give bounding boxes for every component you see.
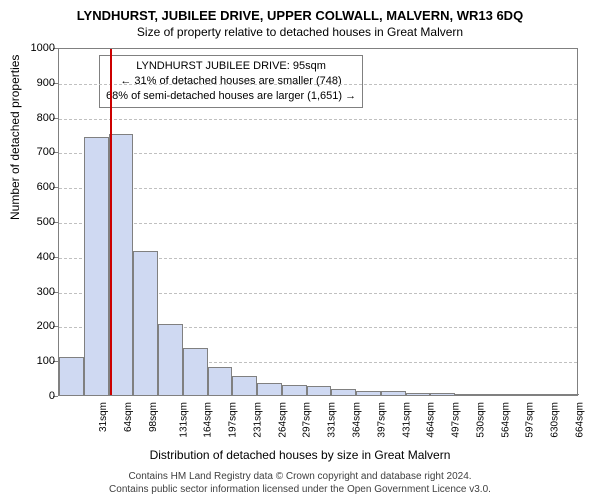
histogram-bar — [505, 394, 530, 395]
x-tick-label: 497sqm — [451, 402, 462, 438]
y-tick-label: 600 — [37, 181, 55, 193]
histogram-bar — [381, 391, 406, 395]
y-axis-label: Number of detached properties — [8, 55, 22, 220]
attribution: Contains HM Land Registry data © Crown c… — [0, 470, 600, 496]
gridline — [59, 188, 577, 189]
x-tick-label: 397sqm — [376, 402, 387, 438]
annotation-box: LYNDHURST JUBILEE DRIVE: 95sqm ← 31% of … — [99, 55, 363, 108]
histogram-bar — [84, 137, 109, 395]
reference-line — [110, 49, 112, 395]
histogram-bar — [480, 394, 505, 395]
annotation-line: ← 31% of detached houses are smaller (74… — [106, 74, 356, 89]
histogram-bar — [307, 386, 332, 395]
y-tick-label: 0 — [49, 390, 55, 402]
x-axis-label: Distribution of detached houses by size … — [0, 448, 600, 462]
plot-area: LYNDHURST JUBILEE DRIVE: 95sqm ← 31% of … — [58, 48, 578, 396]
y-tick-label: 300 — [37, 286, 55, 298]
attribution-line: Contains public sector information licen… — [0, 483, 600, 496]
x-tick-label: 530sqm — [475, 402, 486, 438]
histogram-bar — [331, 389, 356, 395]
histogram-bar — [554, 394, 579, 395]
histogram-bar — [455, 394, 480, 395]
y-tick-label: 700 — [37, 146, 55, 158]
page-subtitle: Size of property relative to detached ho… — [0, 23, 600, 39]
x-tick-label: 64sqm — [123, 402, 134, 432]
histogram-bar — [356, 391, 381, 395]
histogram-bar — [183, 348, 208, 395]
y-tick-label: 200 — [37, 320, 55, 332]
y-tick-label: 800 — [37, 112, 55, 124]
x-tick-label: 31sqm — [98, 402, 109, 432]
gridline — [59, 119, 577, 120]
x-tick-label: 464sqm — [426, 402, 437, 438]
x-tick-label: 431sqm — [401, 402, 412, 438]
histogram-bar — [133, 251, 158, 395]
attribution-line: Contains HM Land Registry data © Crown c… — [0, 470, 600, 483]
y-tick-label: 1000 — [31, 42, 55, 54]
x-tick-label: 664sqm — [574, 402, 585, 438]
x-tick-label: 231sqm — [253, 402, 264, 438]
x-tick-label: 98sqm — [148, 402, 159, 432]
x-tick-label: 297sqm — [302, 402, 313, 438]
histogram-bar — [232, 376, 257, 395]
x-tick-label: 264sqm — [277, 402, 288, 438]
histogram-bar — [257, 383, 282, 395]
chart-container: LYNDHURST, JUBILEE DRIVE, UPPER COLWALL,… — [0, 0, 600, 500]
page-title: LYNDHURST, JUBILEE DRIVE, UPPER COLWALL,… — [0, 0, 600, 23]
x-tick-label: 331sqm — [327, 402, 338, 438]
x-tick-label: 131sqm — [178, 402, 189, 438]
histogram-bar — [59, 357, 84, 395]
annotation-line: LYNDHURST JUBILEE DRIVE: 95sqm — [106, 59, 356, 74]
x-tick-label: 597sqm — [525, 402, 536, 438]
x-tick-label: 164sqm — [203, 402, 214, 438]
histogram-bar — [158, 324, 183, 395]
gridline — [59, 84, 577, 85]
histogram-bar — [406, 393, 431, 395]
x-tick-label: 197sqm — [228, 402, 239, 438]
y-tick-label: 500 — [37, 216, 55, 228]
histogram-bar — [208, 367, 233, 395]
gridline — [59, 153, 577, 154]
histogram-bar — [529, 394, 554, 395]
x-tick-label: 564sqm — [500, 402, 511, 438]
x-tick-label: 630sqm — [550, 402, 561, 438]
annotation-line: 68% of semi-detached houses are larger (… — [106, 89, 356, 104]
y-tick-label: 400 — [37, 251, 55, 263]
y-tick-label: 900 — [37, 77, 55, 89]
gridline — [59, 223, 577, 224]
histogram-bar — [109, 134, 134, 395]
histogram-bar — [282, 385, 307, 395]
x-tick-label: 364sqm — [352, 402, 363, 438]
histogram-bar — [430, 393, 455, 395]
y-tick-label: 100 — [37, 355, 55, 367]
